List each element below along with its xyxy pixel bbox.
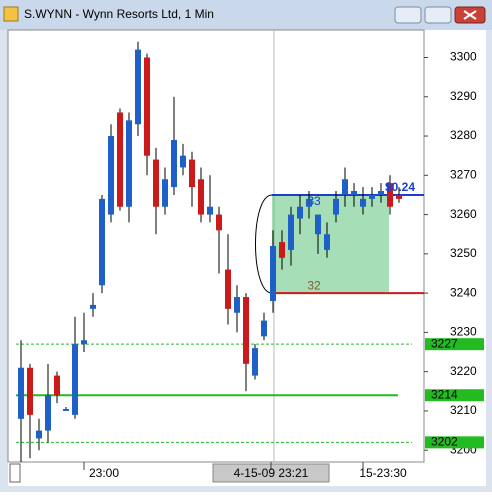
level-label: 3214 bbox=[431, 387, 458, 401]
y-tick-label: 3290 bbox=[450, 89, 477, 103]
candle-body bbox=[351, 191, 357, 195]
level-label: 3227 bbox=[431, 336, 458, 350]
maximize-button[interactable] bbox=[424, 6, 452, 24]
candle-body bbox=[189, 159, 195, 188]
minimize-button[interactable] bbox=[394, 6, 422, 24]
bracket bbox=[255, 194, 273, 294]
app-icon bbox=[3, 6, 19, 22]
candle-body bbox=[306, 198, 312, 207]
candle-body bbox=[153, 159, 159, 207]
candle-body bbox=[207, 206, 213, 215]
plot-border bbox=[7, 29, 425, 463]
x-tick-label: 15-23:30 bbox=[359, 466, 407, 480]
candle-body bbox=[171, 139, 177, 188]
candle-body bbox=[360, 198, 366, 207]
candle-body bbox=[279, 242, 285, 258]
candle-body bbox=[225, 269, 231, 309]
candle-body bbox=[126, 120, 132, 207]
y-tick-label: 3230 bbox=[450, 325, 477, 339]
x-tick-label: 4-15-09 23:21 bbox=[234, 466, 309, 480]
y-tick-label: 3250 bbox=[450, 246, 477, 260]
candle-body bbox=[36, 430, 42, 439]
candle-body bbox=[333, 198, 339, 215]
candle-body bbox=[315, 214, 321, 235]
x-tick-label: 23:00 bbox=[89, 466, 119, 480]
candle-body bbox=[27, 367, 33, 415]
y-tick-label: 3280 bbox=[450, 128, 477, 142]
candle-body bbox=[135, 49, 141, 125]
y-tick-label: 3270 bbox=[450, 167, 477, 181]
chart-area bbox=[8, 30, 486, 486]
candle-body bbox=[387, 183, 393, 207]
candle-body bbox=[144, 57, 150, 156]
level-tag bbox=[425, 389, 484, 402]
candle-body bbox=[252, 348, 258, 376]
candle-body bbox=[378, 191, 384, 195]
candle-body bbox=[243, 297, 249, 364]
candle-body bbox=[396, 194, 402, 199]
candle-body bbox=[108, 136, 114, 215]
candle-body bbox=[117, 112, 123, 207]
candle-body bbox=[297, 206, 303, 219]
candle-body bbox=[288, 214, 294, 250]
candle-body bbox=[216, 214, 222, 231]
candle-body bbox=[324, 234, 330, 250]
candle-body bbox=[81, 340, 87, 345]
candle-body bbox=[99, 198, 105, 286]
y-tick-label: 3240 bbox=[450, 285, 477, 299]
candle-body bbox=[261, 320, 267, 337]
candle-body bbox=[90, 304, 96, 309]
y-tick-label: 3260 bbox=[450, 207, 477, 221]
stop-count: 32 bbox=[307, 278, 321, 292]
target-label: $0.24 bbox=[385, 180, 415, 194]
candle-body bbox=[72, 344, 78, 415]
level-tag bbox=[425, 338, 484, 351]
candle-body bbox=[198, 179, 204, 215]
y-tick-label: 3300 bbox=[450, 50, 477, 64]
y-tick-label: 3220 bbox=[450, 364, 477, 378]
scroll-handle[interactable] bbox=[9, 463, 21, 483]
candle-body bbox=[54, 375, 60, 396]
close-icon bbox=[463, 10, 477, 20]
candle-body bbox=[270, 246, 276, 301]
level-label: 3202 bbox=[431, 435, 458, 449]
candle-body bbox=[234, 297, 240, 313]
candle-body bbox=[342, 179, 348, 195]
candle-body bbox=[369, 194, 375, 199]
y-tick-label: 3210 bbox=[450, 403, 477, 417]
candle-body bbox=[18, 367, 24, 419]
level-tag bbox=[425, 436, 484, 449]
candle-body bbox=[63, 408, 69, 411]
candle-body bbox=[45, 395, 51, 431]
candle-body bbox=[162, 179, 168, 207]
candle-body bbox=[180, 155, 186, 168]
window-title: S.WYNN - Wynn Resorts Ltd, 1 Min bbox=[24, 7, 214, 21]
